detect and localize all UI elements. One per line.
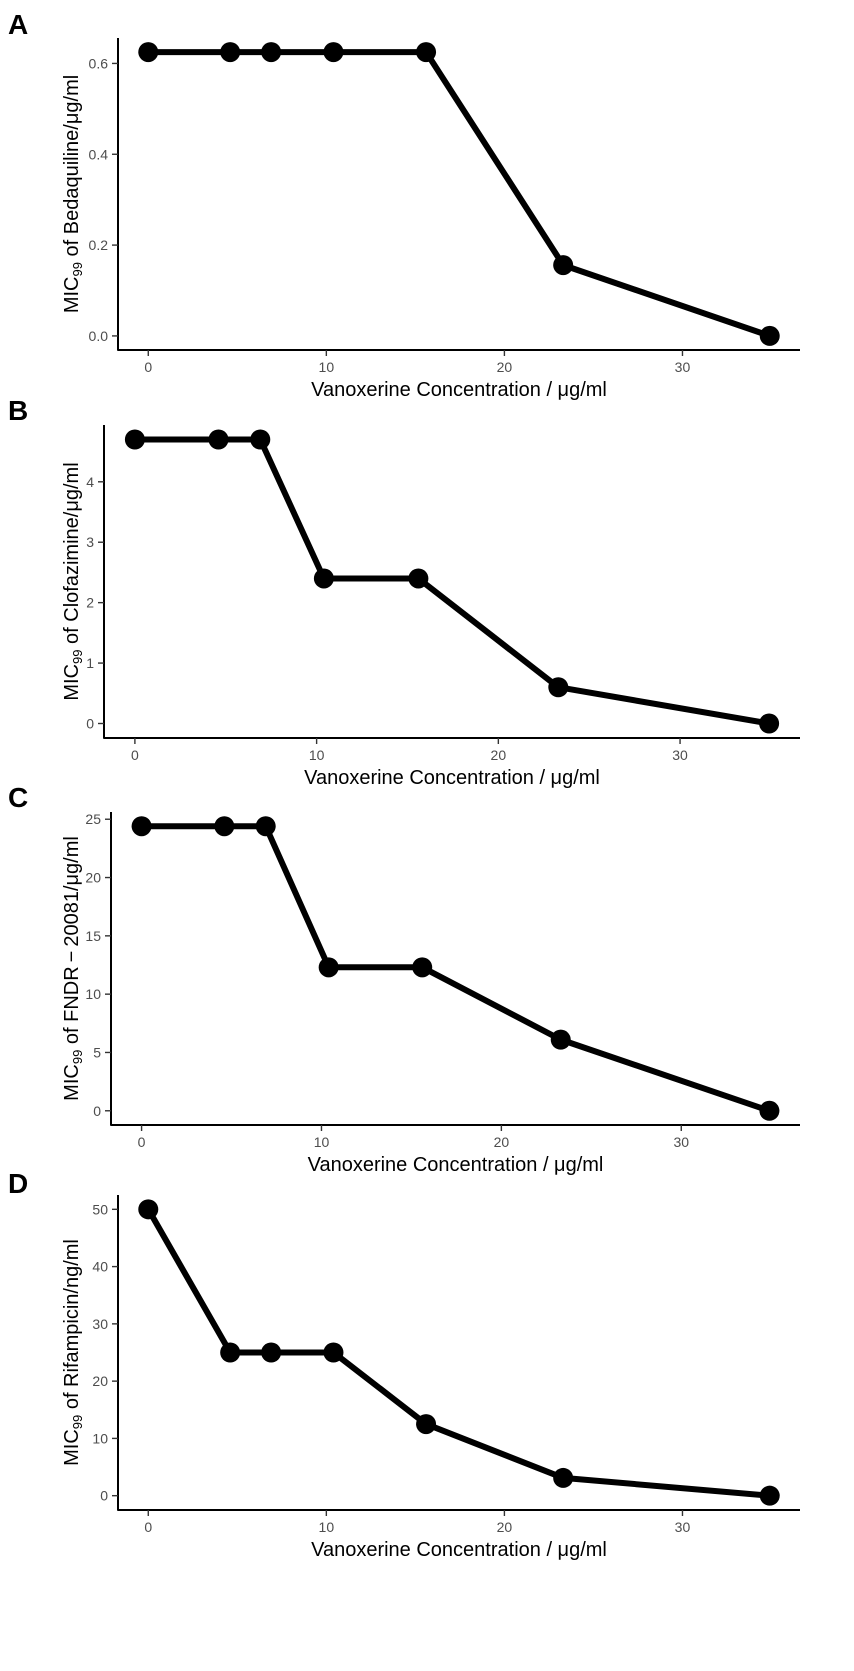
y-axis-title: MIC99 of Rifampicin/ng/ml	[61, 1239, 85, 1466]
data-point	[313, 568, 334, 589]
data-point	[548, 677, 569, 698]
y-tick-label: 1	[86, 655, 94, 671]
chart-panel-d: D 0 10 20 30 40 50 0 10 20 30 Vanoxerine Concentrat…	[8, 1168, 800, 1561]
x-tick-label: 10	[314, 1134, 330, 1150]
y-axis-title-subscript: 99	[70, 262, 85, 276]
y-tick-label: 25	[85, 811, 101, 827]
data-point	[553, 1467, 574, 1488]
y-axis-title-prefix: MIC	[61, 276, 83, 313]
data-point	[759, 1485, 780, 1506]
x-tick-label: 10	[309, 747, 325, 763]
data-point	[416, 1414, 437, 1435]
x-tick-label: 0	[144, 1519, 152, 1535]
data-point	[759, 713, 780, 734]
y-axis-title-subscript: 99	[70, 1415, 85, 1429]
data-point	[208, 429, 229, 450]
data-point	[759, 1100, 780, 1121]
y-axis-title-suffix: of Clofazimine/μg/ml	[61, 462, 83, 649]
data-point	[255, 816, 276, 837]
data-point	[138, 42, 159, 63]
y-tick-label: 20	[92, 1373, 108, 1389]
x-tick-label: 0	[144, 359, 152, 375]
y-tick-label: 4	[86, 474, 94, 490]
x-tick-label: 30	[675, 359, 691, 375]
panel-label: D	[8, 1168, 28, 1199]
chart-panel-a: A 0.0 0.2 0.4 0.6 0 10 20 30 Vanoxerine Concentra…	[8, 9, 800, 401]
x-axis-title: Vanoxerine Concentration / μg/ml	[311, 379, 607, 401]
data-point	[318, 957, 339, 978]
x-tick-label: 10	[319, 1519, 335, 1535]
y-tick-label: 50	[92, 1201, 108, 1217]
data-point	[261, 42, 282, 63]
series-line	[131, 436, 773, 727]
y-axis-title-suffix: of FNDR − 20081/μg/ml	[61, 836, 83, 1050]
data-point	[214, 816, 235, 837]
y-axis-title-prefix: MIC	[61, 1429, 83, 1466]
y-axis-title-suffix: of Bedaquiline/μg/ml	[61, 75, 83, 262]
y-tick-label: 2	[86, 595, 94, 611]
y-axis-title: MIC99 of Bedaquiline/μg/ml	[61, 75, 85, 313]
x-tick-label: 10	[319, 359, 335, 375]
y-axis-title-suffix: of Rifampicin/ng/ml	[61, 1239, 83, 1415]
x-tick-label: 30	[675, 1519, 691, 1535]
data-point	[323, 1342, 344, 1363]
data-point	[220, 1342, 241, 1363]
y-tick-label: 40	[92, 1259, 108, 1275]
x-tick-label: 0	[131, 747, 139, 763]
data-point	[124, 429, 145, 450]
y-tick-label: 20	[85, 870, 101, 886]
y-tick-label: 3	[86, 534, 94, 550]
data-point	[131, 816, 152, 837]
data-point	[412, 957, 433, 978]
y-tick-label: 0	[86, 715, 94, 731]
y-tick-label: 0	[93, 1103, 101, 1119]
chart-panel-b: B 0 1 2 3 4 0 10 20 30 Vanoxerine Concentration / …	[8, 395, 800, 789]
y-tick-label: 0	[100, 1488, 108, 1504]
y-axis-title-subscript: 99	[70, 1050, 85, 1064]
data-point	[416, 42, 437, 63]
y-tick-label: 0.2	[89, 237, 109, 253]
y-tick-label: 5	[93, 1044, 101, 1060]
y-axis-title: MIC99 of Clofazimine/μg/ml	[61, 462, 85, 700]
data-point	[553, 255, 574, 276]
series-line	[145, 1206, 773, 1499]
y-axis-title-subscript: 99	[70, 650, 85, 664]
series-line	[138, 823, 773, 1114]
data-point	[759, 325, 780, 346]
x-tick-label: 0	[138, 1134, 146, 1150]
panel-label: B	[8, 395, 28, 426]
chart-panel-c: C 0 5 10 15 20 25 0 10 20 30 Vanoxerine Concentrati…	[8, 782, 800, 1176]
y-tick-label: 15	[85, 928, 101, 944]
x-tick-label: 20	[494, 1134, 510, 1150]
data-point	[550, 1029, 571, 1050]
y-tick-label: 0.0	[89, 328, 109, 344]
x-tick-label: 20	[497, 359, 513, 375]
y-tick-label: 0.4	[89, 146, 109, 162]
x-tick-label: 30	[672, 747, 688, 763]
y-tick-label: 0.6	[89, 55, 109, 71]
data-point	[138, 1199, 159, 1220]
y-axis-title: MIC99 of FNDR − 20081/μg/ml	[61, 836, 85, 1101]
y-tick-label: 30	[92, 1316, 108, 1332]
data-point	[323, 42, 344, 63]
x-tick-label: 30	[673, 1134, 689, 1150]
x-axis-title: Vanoxerine Concentration / μg/ml	[308, 1154, 604, 1176]
data-point	[408, 568, 429, 589]
x-axis-title: Vanoxerine Concentration / μg/ml	[304, 767, 600, 789]
x-axis-title: Vanoxerine Concentration / μg/ml	[311, 1539, 607, 1561]
y-axis-title-prefix: MIC	[61, 1064, 83, 1101]
y-axis-title-prefix: MIC	[61, 664, 83, 701]
data-point	[250, 429, 271, 450]
series-line	[145, 49, 773, 339]
panel-label: C	[8, 782, 28, 813]
data-point	[220, 42, 241, 63]
y-tick-label: 10	[85, 986, 101, 1002]
panel-label: A	[8, 9, 28, 40]
x-tick-label: 20	[491, 747, 507, 763]
x-tick-label: 20	[497, 1519, 513, 1535]
data-point	[261, 1342, 282, 1363]
y-tick-label: 10	[92, 1430, 108, 1446]
